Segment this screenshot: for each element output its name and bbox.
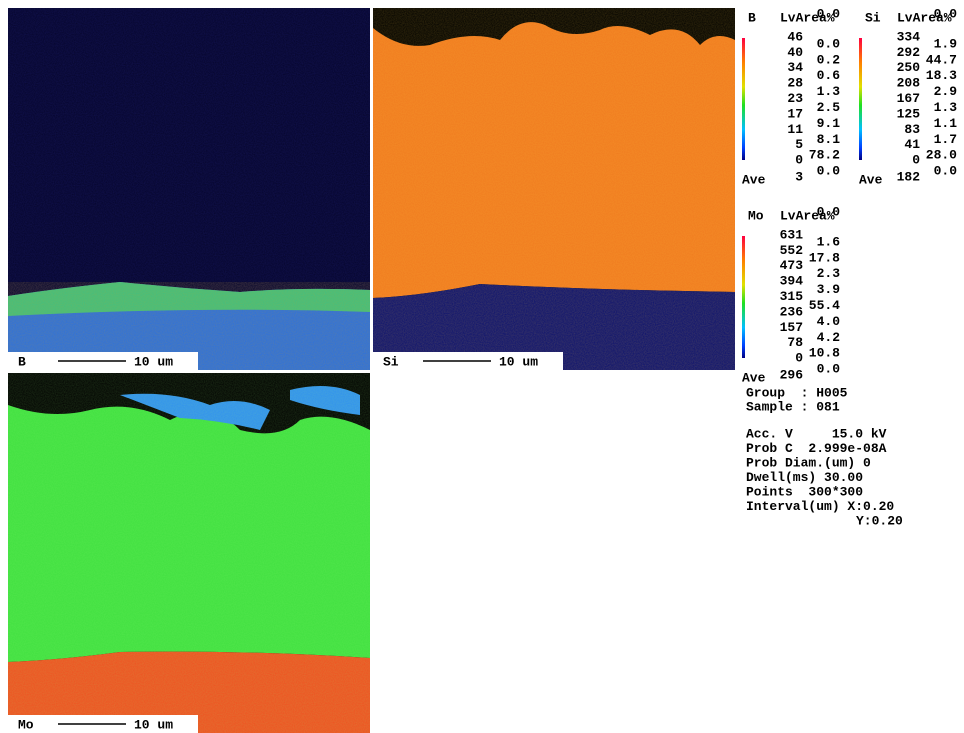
area-value: 44.7: [926, 52, 957, 67]
condition: Dwell(ms) 30.00: [746, 470, 863, 485]
level-value: 394: [780, 274, 804, 289]
level-value: 334: [897, 29, 921, 44]
level-value: 83: [904, 122, 920, 137]
ave-label: Ave: [742, 172, 766, 187]
area-value: 2.3: [817, 266, 841, 281]
area-value: 28.0: [926, 148, 957, 163]
area-value: 18.3: [926, 68, 957, 83]
area-value: 1.3: [817, 84, 841, 99]
area-value: 10.8: [809, 346, 840, 361]
legend-element: Mo: [748, 208, 764, 223]
ave-value: 182: [897, 169, 921, 184]
area-value: 2.9: [934, 84, 958, 99]
level-value: 236: [780, 304, 804, 319]
sample: Sample : 081: [746, 399, 840, 414]
level-value: 17: [787, 106, 803, 121]
area-value: 1.6: [817, 234, 841, 249]
level-value: 0: [795, 153, 803, 168]
level-value: 125: [897, 106, 921, 121]
level-value: 5: [795, 137, 803, 152]
level-value: 157: [780, 320, 803, 335]
area-value: 1.9: [934, 36, 958, 51]
area-value: 78.2: [809, 148, 840, 163]
ave-value: 296: [780, 367, 804, 382]
map-element: B: [18, 354, 26, 369]
interval-y: Y:0.20: [856, 513, 903, 528]
condition: Prob C 2.999e-08A: [746, 441, 887, 456]
ave-label: Ave: [742, 370, 766, 385]
map-mo: [8, 373, 370, 733]
area-value: 17.8: [809, 250, 840, 265]
condition: Points 300*300: [746, 484, 863, 499]
level-value: 11: [787, 122, 803, 137]
level-value: 631: [780, 227, 804, 242]
scale-label: 10 um: [499, 354, 538, 369]
level-value: 208: [897, 76, 921, 91]
area-value: 1.7: [934, 132, 957, 147]
color-bar: [742, 38, 745, 160]
area-value: 0.6: [817, 68, 841, 83]
area-value: 0.0: [817, 36, 841, 51]
level-value: 41: [904, 137, 920, 152]
level-value: 34: [787, 60, 803, 75]
level-value: 46: [787, 29, 803, 44]
condition: Interval(um) X:0.20: [746, 499, 894, 514]
area-value: 8.1: [817, 132, 841, 147]
level-value: 78: [787, 335, 803, 350]
level-value: 292: [897, 45, 921, 60]
area-value: 0.0: [817, 204, 841, 219]
area-value: 0.0: [934, 6, 958, 21]
area-value: 0.0: [934, 164, 958, 179]
level-value: 23: [787, 91, 803, 106]
map-element: Mo: [18, 717, 34, 732]
area-value: 9.1: [817, 116, 841, 131]
scale-label: 10 um: [134, 354, 173, 369]
area-value: 4.2: [817, 330, 841, 345]
scale-label: 10 um: [134, 717, 173, 732]
area-value: 0.2: [817, 52, 841, 67]
area-value: 4.0: [817, 314, 841, 329]
area-value: 1.1: [934, 116, 958, 131]
area-value: 0.0: [817, 164, 841, 179]
level-value: 0: [795, 351, 803, 366]
legend-element: B: [748, 10, 756, 25]
group: Group : H005: [746, 385, 848, 400]
condition: Acc. V 15.0 kV: [746, 426, 887, 441]
legend-element: Si: [865, 10, 881, 25]
area-value: 0.0: [817, 6, 841, 21]
ave-label: Ave: [859, 172, 883, 187]
level-value: 315: [780, 289, 804, 304]
level-value: 552: [780, 243, 804, 258]
ave-value: 3: [795, 169, 803, 184]
area-value: 0.0: [817, 362, 841, 377]
level-value: 250: [897, 60, 921, 75]
level-value: 473: [780, 258, 804, 273]
area-value: 1.3: [934, 100, 958, 115]
level-value: 167: [897, 91, 920, 106]
epma-map-screen: B10 umSi10 umMo10 um BLvArea%46403428231…: [0, 0, 964, 733]
condition: Prob Diam.(um) 0: [746, 455, 871, 470]
area-value: 3.9: [817, 282, 841, 297]
area-value: 55.4: [809, 298, 840, 313]
level-value: 0: [912, 153, 920, 168]
map-si: [373, 8, 735, 370]
area-value: 2.5: [817, 100, 841, 115]
color-bar: [859, 38, 862, 160]
level-value: 28: [787, 76, 803, 91]
map-b: [8, 8, 370, 370]
color-bar: [742, 236, 745, 358]
map-element: Si: [383, 354, 399, 369]
level-value: 40: [787, 45, 803, 60]
